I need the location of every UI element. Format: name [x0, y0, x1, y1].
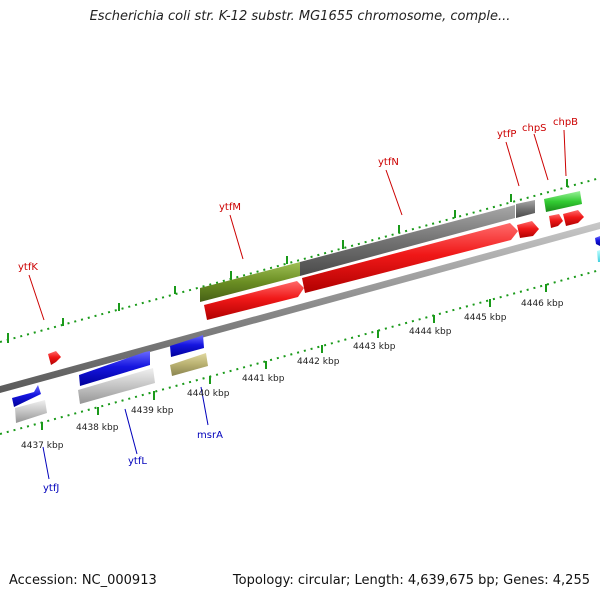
ytfN-gene-arrow[interactable] [302, 223, 518, 293]
ytfK-gene-arrow[interactable] [48, 351, 61, 365]
scale-label: 4441 kbp [242, 374, 285, 384]
scale-label: 4442 kbp [297, 357, 340, 367]
scale-label: 4443 kbp [353, 342, 396, 352]
ytfL-feature[interactable] [78, 368, 155, 404]
scale-label: 4445 kbp [464, 313, 507, 323]
ytfJ-gene-arrow[interactable] [12, 385, 41, 407]
ytfN-feature[interactable] [300, 205, 515, 276]
gene-label-chpS[interactable]: chpS [522, 123, 547, 134]
bottom-gene-labels: ytfJ ytfL msrA [43, 430, 223, 494]
lower-tick-track [0, 269, 600, 435]
gene-label-ytfK[interactable]: ytfK [18, 262, 38, 273]
ytfP-feature[interactable] [516, 200, 535, 218]
edge-gene-arrow[interactable] [595, 236, 600, 246]
msrA-feature[interactable] [170, 353, 208, 376]
scale-label: 4438 kbp [76, 423, 119, 433]
scale-label: 4439 kbp [131, 406, 174, 416]
chpS-gene-arrow[interactable] [549, 214, 563, 228]
accession-text: Accession: NC_000913 [9, 573, 157, 588]
msrA-gene-arrow[interactable] [170, 335, 204, 357]
chpB-feature[interactable] [544, 191, 582, 212]
ytfM-gene-arrow[interactable] [204, 281, 304, 320]
gene-label-ytfL[interactable]: ytfL [128, 456, 147, 467]
ytfJ-feature[interactable] [15, 400, 47, 423]
gene-label-chpB[interactable]: chpB [553, 117, 578, 128]
genome-summary-text: Topology: circular; Length: 4,639,675 bp… [232, 573, 590, 588]
ytfP-gene-arrow[interactable] [517, 221, 539, 238]
top-gene-leaders [28, 129, 567, 321]
ytfM-feature[interactable] [200, 262, 300, 302]
chpB-gene-arrow[interactable] [563, 210, 584, 226]
ytfL-gene-arrow[interactable] [79, 351, 150, 386]
gene-label-ytfM[interactable]: ytfM [219, 202, 241, 213]
scale-labels: 4437 kbp 4438 kbp 4439 kbp 4440 kbp 4441… [21, 299, 564, 451]
map-title: Escherichia coli str. K-12 substr. MG165… [89, 9, 511, 24]
chromosome-backbone [0, 222, 600, 393]
gene-label-ytfN[interactable]: ytfN [378, 157, 399, 168]
edge-feature[interactable] [597, 250, 600, 262]
gene-label-msrA[interactable]: msrA [197, 430, 223, 441]
gene-label-ytfP[interactable]: ytfP [497, 129, 516, 140]
top-gene-labels: ytfK ytfM ytfN ytfP chpS chpB [18, 117, 578, 273]
scale-label: 4440 kbp [187, 389, 230, 399]
scale-label: 4437 kbp [21, 441, 64, 451]
scale-label: 4446 kbp [521, 299, 564, 309]
upper-tick-track [0, 177, 600, 343]
gene-label-ytfJ[interactable]: ytfJ [43, 483, 59, 494]
scale-label: 4444 kbp [409, 327, 452, 337]
bottom-gene-leaders [42, 386, 209, 480]
